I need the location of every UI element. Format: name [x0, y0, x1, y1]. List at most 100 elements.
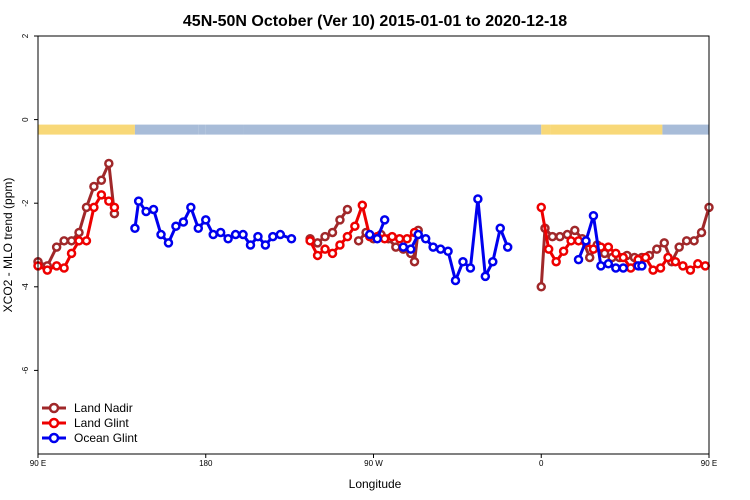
data-point — [495, 223, 505, 234]
data-point — [637, 261, 647, 271]
band-segment-land — [550, 124, 663, 135]
data-point — [320, 231, 330, 242]
legend-item: Ocean Glint — [42, 431, 138, 445]
data-point — [350, 221, 360, 231]
data-point — [689, 236, 699, 246]
data-point — [700, 261, 711, 271]
data-point — [663, 252, 673, 263]
data-point — [413, 229, 423, 240]
data-point — [603, 242, 614, 252]
data-point — [133, 196, 144, 206]
data-point — [652, 244, 662, 254]
data-point — [74, 236, 84, 246]
data-point — [394, 233, 405, 244]
data-point — [81, 202, 92, 213]
data-point — [685, 265, 696, 275]
data-point — [104, 158, 114, 169]
data-point — [357, 200, 368, 211]
data-point — [372, 233, 382, 244]
data-point — [588, 210, 599, 221]
data-point — [640, 252, 651, 263]
band-segment-ocean — [662, 124, 709, 135]
data-point — [312, 250, 323, 261]
data-point — [51, 261, 62, 271]
data-point — [536, 202, 546, 213]
y-tick-label: -6 — [21, 366, 30, 374]
data-point — [611, 263, 621, 273]
data-point — [570, 225, 580, 236]
data-point — [655, 263, 666, 273]
x-tick-label: 90 E — [30, 459, 46, 468]
data-point — [458, 256, 468, 267]
x-tick-label: 90 W — [364, 459, 383, 468]
data-point — [171, 221, 181, 231]
data-point — [230, 229, 241, 240]
data-point — [678, 261, 688, 271]
data-point — [435, 244, 446, 254]
data-point — [693, 259, 703, 269]
data-point — [387, 231, 397, 242]
data-point — [215, 227, 226, 238]
legend-marker — [48, 432, 60, 444]
data-point — [379, 233, 390, 244]
legend-label: Land Nadir — [74, 401, 133, 415]
data-point — [681, 236, 692, 246]
legend-item: Land Glint — [42, 416, 129, 430]
data-point — [409, 256, 420, 267]
x-tick-label: 180 — [199, 459, 213, 468]
data-point — [611, 248, 621, 259]
data-point — [223, 233, 233, 244]
data-point — [186, 202, 196, 213]
data-point — [96, 190, 107, 200]
data-point — [201, 215, 211, 225]
data-point — [327, 227, 338, 238]
data-point — [573, 236, 584, 246]
y-tick-label: -2 — [21, 199, 30, 207]
data-point — [89, 202, 99, 213]
data-point — [51, 242, 62, 252]
band-segment-ocean — [476, 124, 542, 135]
data-point — [502, 242, 513, 252]
data-point — [353, 236, 364, 246]
data-point — [342, 204, 353, 215]
data-point — [42, 265, 53, 275]
data-point — [674, 242, 684, 252]
data-point — [268, 231, 278, 242]
data-point — [59, 263, 69, 273]
chart-title: 45N-50N October (Ver 10) 2015-01-01 to 2… — [183, 13, 567, 30]
band-segment-ocean — [134, 124, 199, 135]
data-point — [443, 246, 453, 257]
data-point — [89, 181, 99, 192]
data-point — [596, 261, 606, 271]
data-point — [193, 223, 204, 234]
band-segment-land — [38, 124, 135, 135]
data-point — [696, 227, 707, 238]
y-tick-label: -4 — [21, 283, 30, 291]
legend-label: Land Glint — [74, 416, 129, 430]
x-tick-label: 0 — [539, 459, 544, 468]
data-point — [238, 229, 248, 240]
data-point — [391, 242, 401, 252]
data-point — [342, 231, 353, 242]
legend-item: Land Nadir — [42, 401, 133, 415]
data-point — [286, 233, 297, 244]
data-point — [588, 244, 599, 254]
data-point — [74, 227, 84, 238]
data-point — [547, 231, 558, 242]
data-point — [536, 282, 546, 292]
data-point — [66, 236, 77, 246]
data-point — [584, 252, 595, 263]
data-point — [305, 236, 315, 246]
x-axis-label: Longitude — [349, 477, 402, 491]
data-point — [480, 271, 491, 282]
data-point — [428, 242, 438, 252]
data-point — [178, 217, 189, 227]
data-point — [59, 236, 69, 246]
data-point — [312, 238, 323, 248]
data-point — [245, 240, 256, 250]
data-point — [551, 256, 561, 267]
data-point — [555, 231, 565, 242]
data-point — [618, 252, 629, 263]
data-point — [141, 206, 151, 217]
